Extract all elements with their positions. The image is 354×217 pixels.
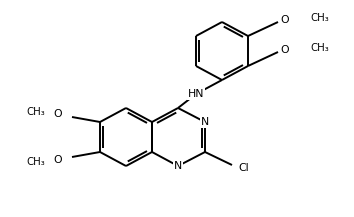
Text: O: O [281,15,289,25]
Text: CH₃: CH₃ [310,13,329,23]
Text: CH₃: CH₃ [26,157,45,167]
Text: O: O [54,109,62,119]
Text: CH₃: CH₃ [26,107,45,117]
Text: O: O [54,155,62,165]
Text: N: N [201,117,209,127]
Text: N: N [174,161,182,171]
Text: Cl: Cl [238,163,249,173]
Text: HN: HN [188,89,204,99]
Text: CH₃: CH₃ [310,43,329,53]
Text: O: O [281,45,289,55]
